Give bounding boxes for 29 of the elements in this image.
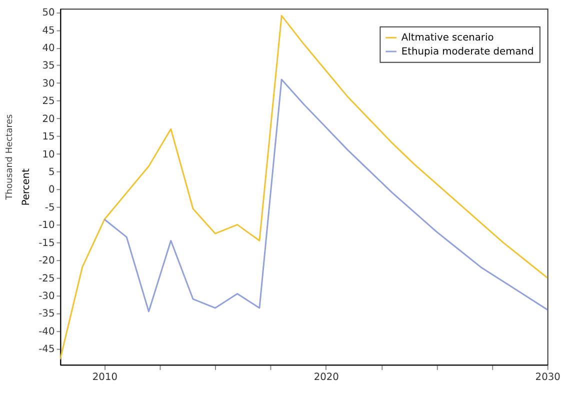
y-axis-title: Percent <box>20 168 32 206</box>
line-series <box>60 14 548 360</box>
y-tick-label: 45 <box>42 25 55 36</box>
y-tick-label: -5 <box>44 202 55 214</box>
legend-label: Ethupia moderate demand <box>401 46 534 58</box>
y-tick-label: -40 <box>38 326 55 338</box>
y-tick-label: 25 <box>42 96 55 108</box>
y-tick-label: -45 <box>38 344 55 356</box>
legend-label: Altmative scenario <box>401 32 494 44</box>
y-tick-label: -10 <box>38 220 55 232</box>
text: Thousand Hectares <box>4 114 15 201</box>
y-tick-label: 40 <box>42 43 55 54</box>
y-tick-label: -30 <box>38 290 55 302</box>
x-tick-label: 2020 <box>314 372 339 383</box>
y-tick-label: -15 <box>38 238 55 249</box>
y-tick-label: -35 <box>38 308 55 320</box>
y-tick-label: -20 <box>38 256 55 267</box>
y-tick-label: 15 <box>42 132 55 143</box>
y-tick-label: 50 <box>42 8 55 19</box>
y-tick-label: -25 <box>38 273 55 284</box>
x-tick-label: 2030 <box>535 372 560 383</box>
x-tick-label: 2010 <box>92 372 118 383</box>
y-tick-label: 35 <box>42 60 55 72</box>
y-tick-label: 20 <box>42 114 55 125</box>
y-tick-label: 30 <box>42 78 55 90</box>
y-tick-label: 10 <box>42 149 55 160</box>
line-series <box>104 78 548 312</box>
y-tick-label: 5 <box>48 167 55 178</box>
y-tick-label: 0 <box>48 184 55 196</box>
